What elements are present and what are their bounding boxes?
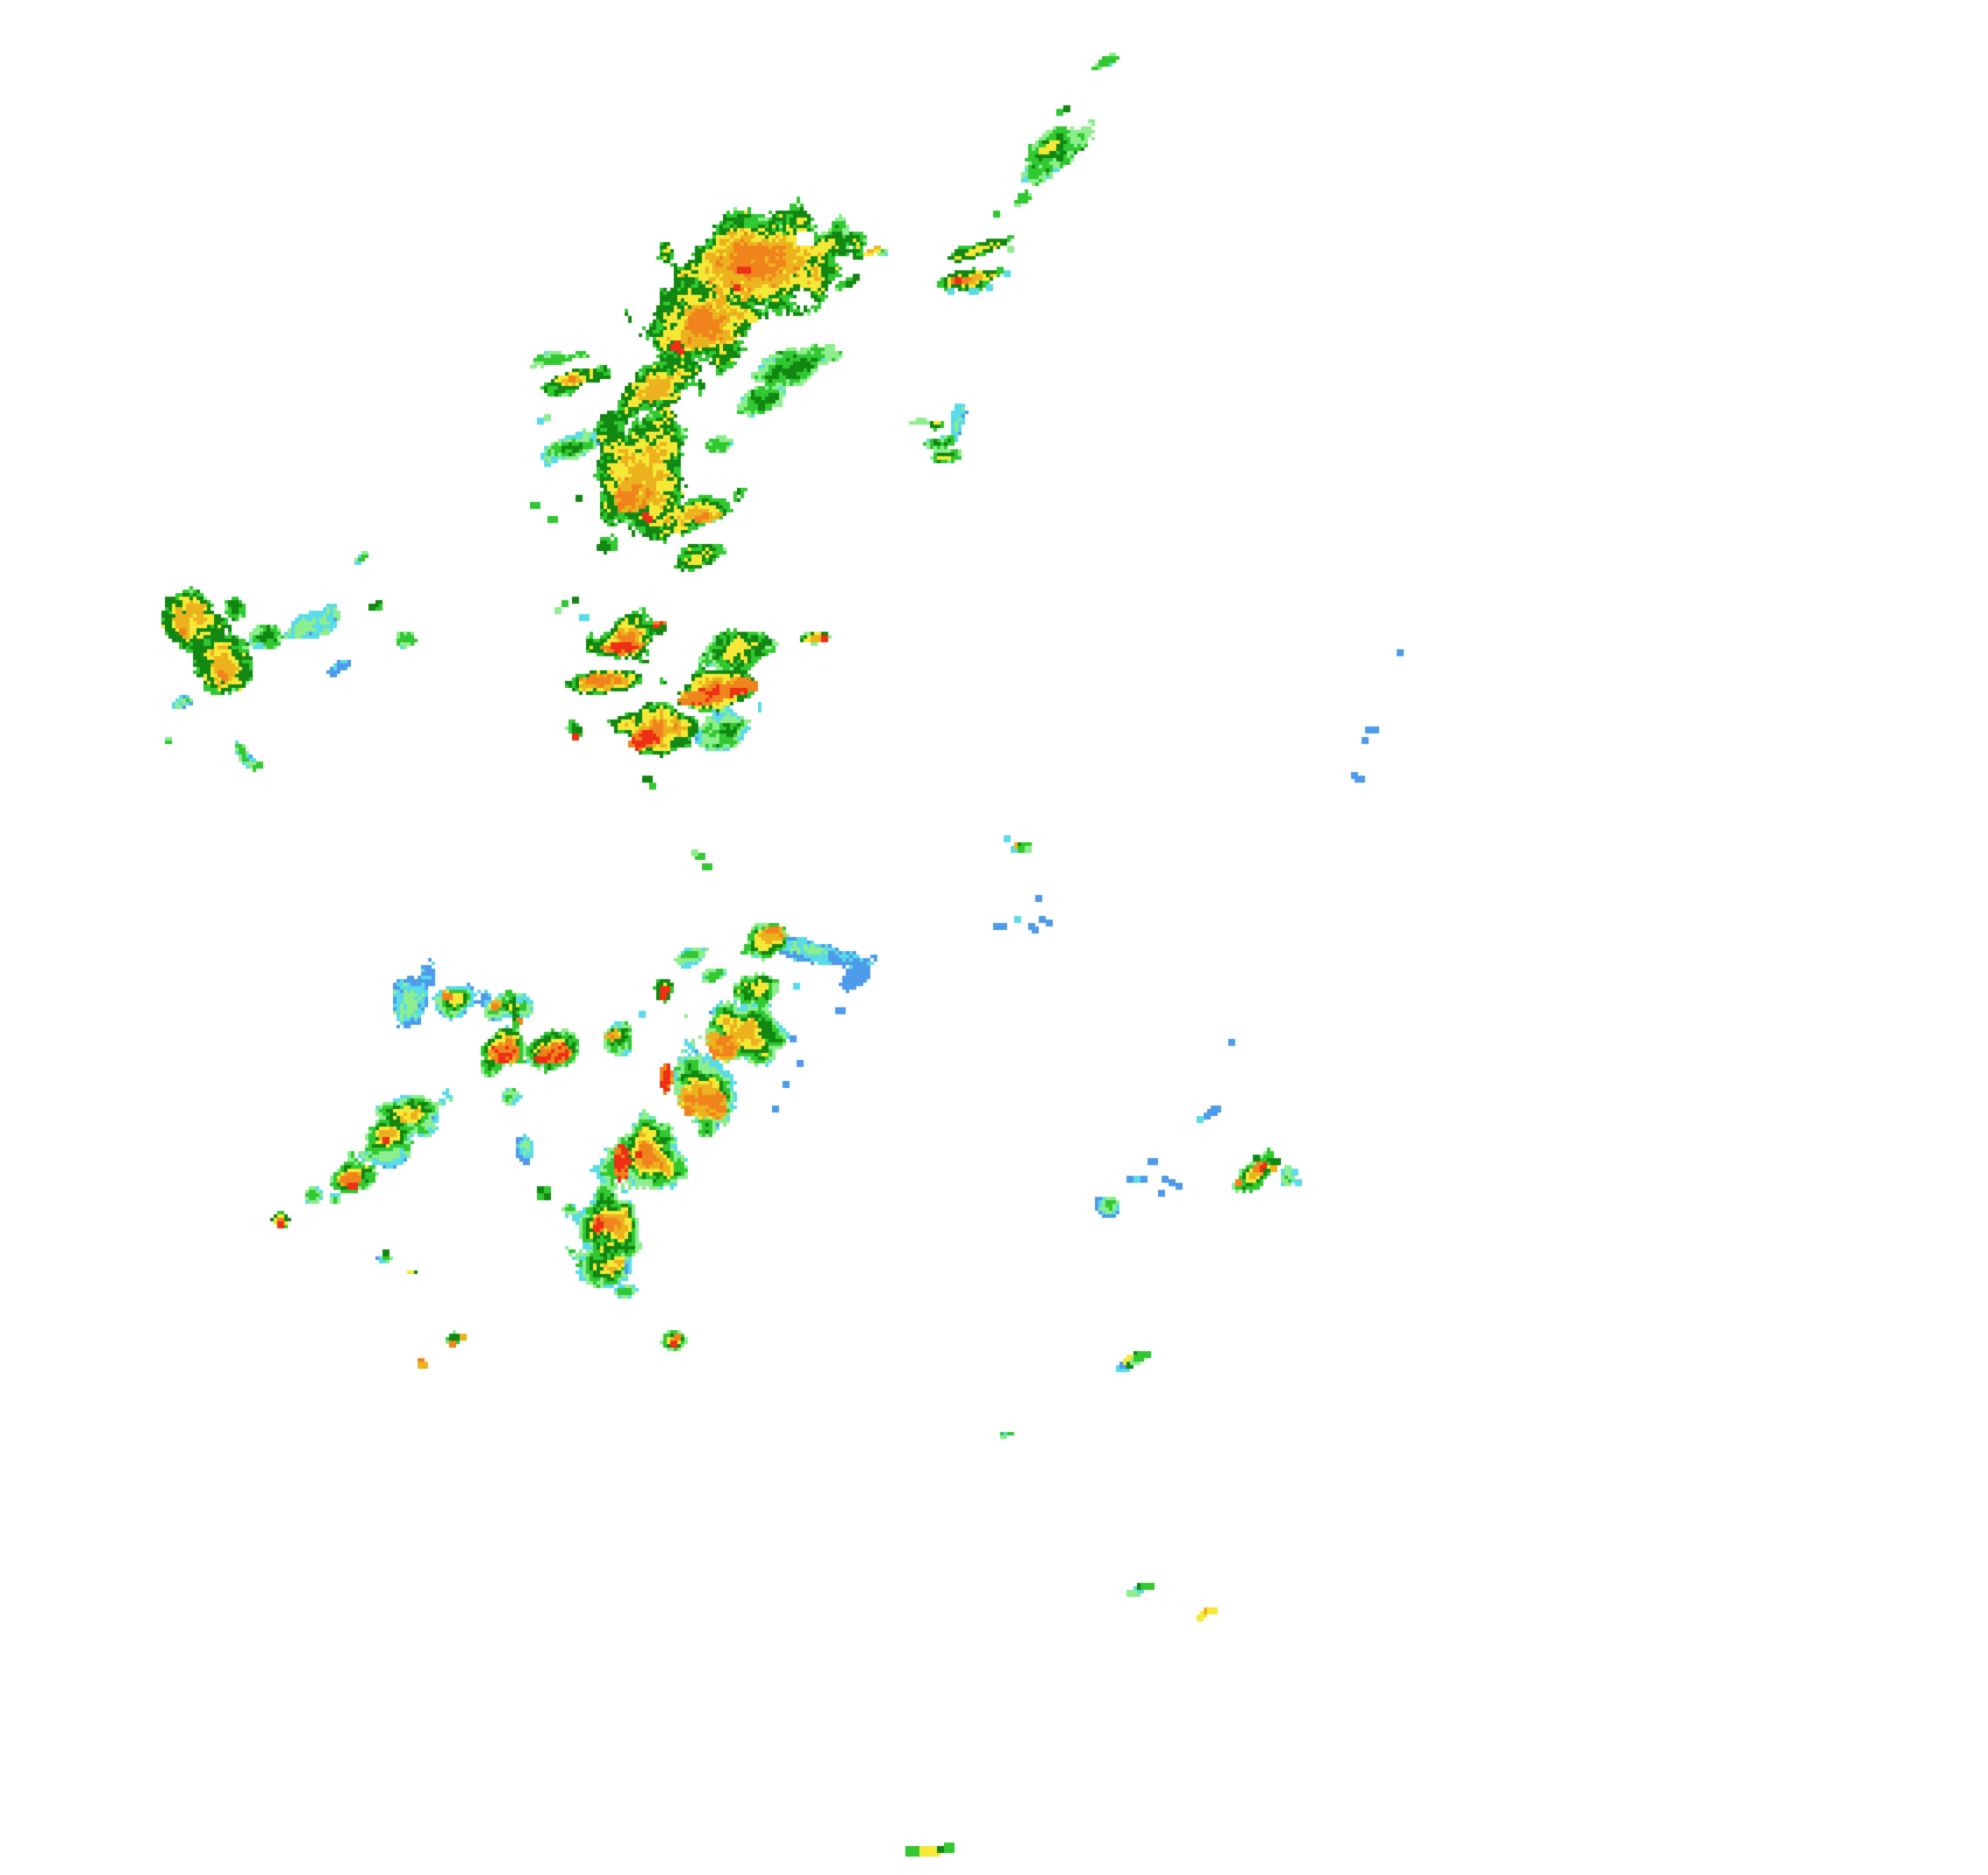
radar-precipitation-canvas	[0, 0, 1988, 1875]
radar-map	[0, 0, 1988, 1875]
